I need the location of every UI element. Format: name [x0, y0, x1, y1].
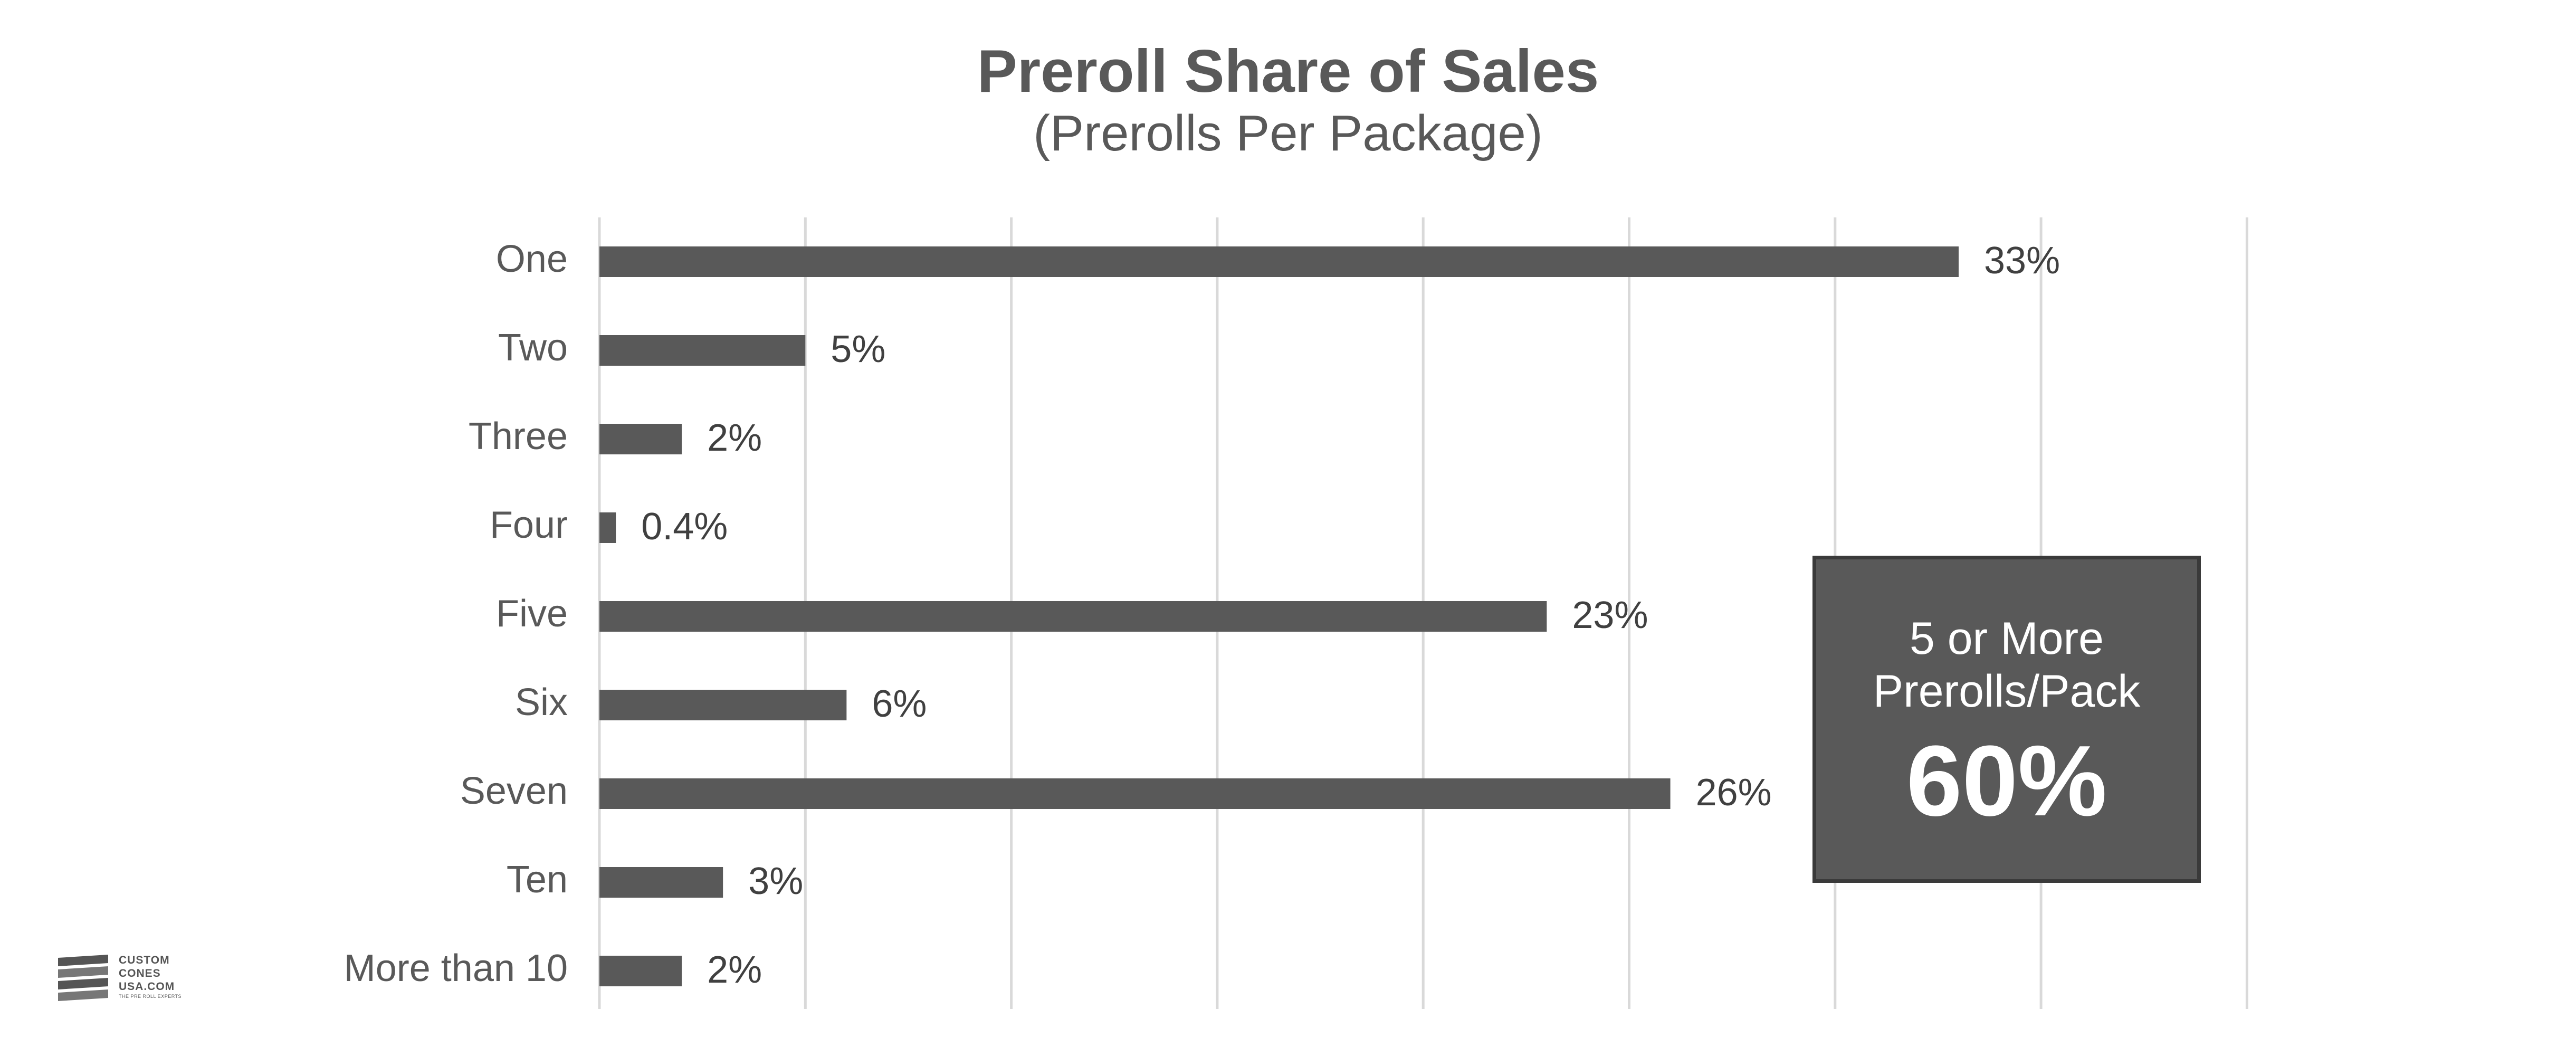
value-label: 3%	[748, 860, 803, 902]
value-label: 6%	[872, 683, 927, 725]
bar-four	[599, 512, 616, 543]
category-label: Ten	[507, 859, 568, 901]
value-label: 2%	[707, 417, 762, 459]
bar-two	[599, 335, 806, 366]
category-label: Six	[515, 681, 568, 724]
value-label: 0.4%	[641, 506, 728, 548]
logo-line-1: CUSTOM	[119, 954, 170, 966]
chart-subtitle: (Prerolls Per Package)	[1033, 105, 1543, 161]
bar-seven	[599, 778, 1671, 809]
category-label: Seven	[460, 770, 568, 812]
bar-six	[599, 690, 847, 720]
category-label: Three	[469, 415, 568, 458]
bar-one	[599, 246, 1959, 277]
callout-box: 5 or More Prerolls/Pack 60%	[1812, 556, 2201, 883]
brand-logo: CUSTOM CONES USA.COM THE PRE ROLL EXPERT…	[55, 953, 193, 1003]
logo-tagline: THE PRE ROLL EXPERTS	[119, 994, 182, 999]
callout-value: 60%	[1906, 725, 2107, 837]
value-label: 33%	[1984, 240, 2060, 282]
bar-more-than-10	[599, 956, 682, 986]
chart-title: Preroll Share of Sales	[977, 38, 1599, 105]
logo-line-2: CONES	[119, 967, 161, 979]
category-label: One	[496, 238, 568, 280]
bar-ten	[599, 867, 723, 898]
bar-five	[599, 601, 1547, 632]
cones-logo-icon	[58, 955, 108, 1001]
bars	[599, 246, 1959, 986]
callout-line2: Prerolls/Pack	[1873, 666, 2141, 717]
value-label: 5%	[831, 328, 885, 370]
bar-three	[599, 424, 682, 454]
category-labels: One Two Three Four Five Six Seven Ten More than …	[344, 238, 568, 989]
category-label: Two	[498, 327, 568, 369]
callout-line1: 5 or More	[1909, 613, 2104, 664]
value-label: 2%	[707, 949, 762, 991]
value-label: 26%	[1696, 772, 1772, 814]
logo-line-3: USA.COM	[119, 981, 175, 993]
category-label: Five	[496, 593, 568, 635]
category-label: Four	[490, 504, 568, 546]
value-labels: 33% 5% 2% 0.4% 23% 6% 26% 3% 2%	[641, 240, 2060, 991]
category-label: More than 10	[344, 947, 568, 989]
value-label: 23%	[1572, 594, 1648, 636]
